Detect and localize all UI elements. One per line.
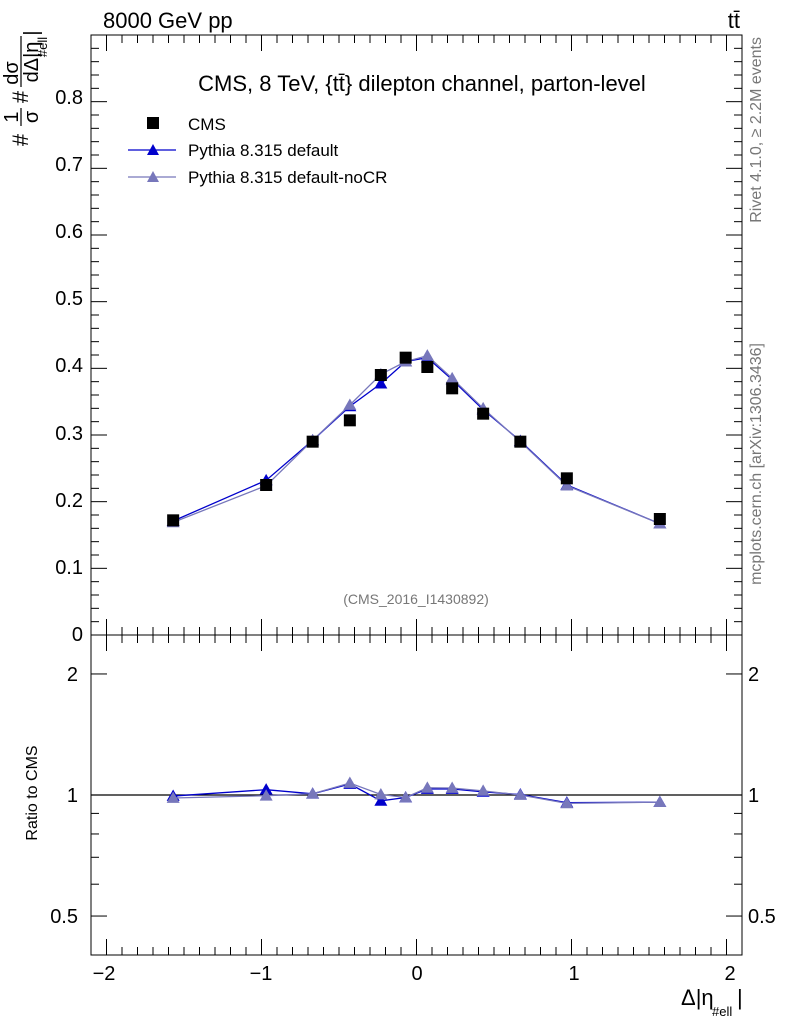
ratio-y-label-left-0.5: 0.5	[50, 906, 78, 928]
ratio-point-pythia-8-315-default-nocr	[513, 788, 527, 800]
y-label-frac1-den: σ	[21, 110, 43, 123]
ratio-x-ticks	[90, 635, 743, 955]
main-y-axis-label: # 1 σ # dσ dΔ|η #ell |	[1, 30, 50, 146]
chart-title: CMS, 8 TeV, {tt̄} dilepton channel, part…	[198, 71, 646, 96]
mcplots-label: mcplots.cern.ch [arXiv:1306.3436]	[748, 343, 765, 585]
main-point-cms	[560, 472, 573, 485]
ratio-point-pythia-8-315-default-nocr	[306, 787, 320, 799]
y-label-frac2-den: dΔ|η	[21, 42, 43, 83]
ratio-y-label-right-1: 1	[748, 785, 759, 807]
main-point-pythia-8-315-default-nocr	[343, 398, 357, 410]
ratio-point-pythia-8-315-default-nocr	[653, 795, 667, 808]
y-label-frac1-num: 1	[1, 111, 23, 122]
main-point-pythia-8-315-default-nocr	[560, 479, 574, 491]
y-label-bar: |	[21, 30, 43, 35]
ratio-point-pythia-8-315-default-nocr	[343, 776, 357, 788]
ratio-point-pythia-8-315-default-nocr	[374, 787, 388, 800]
y-tick-label-0.5: 0.5	[55, 288, 83, 310]
x-tick-label--2: −2	[93, 963, 116, 985]
main-point-cms	[343, 414, 356, 427]
y-tick-label-0.7: 0.7	[55, 154, 83, 176]
y-label-mid: #	[8, 90, 33, 103]
ratio-y-label-right-0.5: 0.5	[748, 906, 776, 928]
y-tick-label-0.3: 0.3	[55, 423, 83, 445]
y-tick-label-0.2: 0.2	[55, 490, 83, 512]
ratio-line-pythia-8-315-default-nocr	[173, 782, 660, 805]
main-x-ticks	[90, 35, 743, 635]
main-line-pythia-8-315-default-nocr	[172, 354, 661, 525]
y-label-frac2-num: dσ	[1, 61, 23, 85]
y-label-sub: #ell	[35, 37, 50, 57]
main-point-pythia-8-315-default	[374, 377, 388, 389]
legend-default-marker	[147, 144, 159, 155]
main-point-cms	[477, 407, 490, 420]
header-left: 8000 GeV pp	[103, 8, 233, 33]
main-point-cms	[399, 351, 412, 364]
legend-nocr-label: Pythia 8.315 default-noCR	[188, 168, 387, 187]
main-y-tick-labels: 0.1 0.2 0.3 0.4 0.5 0.6 0.7 0.8 0	[55, 87, 83, 646]
ratio-point-pythia-8-315-default-nocr	[445, 781, 459, 793]
ratio-point-pythia-8-315-default	[374, 794, 388, 806]
y-tick-label-0.1: 0.1	[55, 557, 83, 579]
y-tick-label-0.6: 0.6	[55, 221, 83, 243]
main-point-cms	[421, 361, 434, 373]
legend-cms-marker	[147, 117, 159, 129]
ratio-y-axis-label: Ratio to CMS	[24, 745, 41, 840]
main-series-group	[166, 349, 667, 529]
main-point-pythia-8-315-default-nocr	[445, 371, 459, 384]
legend-default-label: Pythia 8.315 default	[188, 141, 339, 160]
main-point-cms	[446, 382, 459, 395]
ratio-point-pythia-8-315-default-nocr	[166, 791, 180, 803]
main-y-ticks	[91, 34, 742, 636]
y-tick-label-0.4: 0.4	[55, 355, 83, 377]
x-axis-label: Δ|η #ell |	[681, 985, 743, 1019]
ratio-y-label-left-2: 2	[67, 664, 78, 686]
legend: CMS Pythia 8.315 default Pythia 8.315 de…	[128, 115, 387, 187]
y-tick-label-0: 0	[72, 624, 83, 646]
ratio-y-ticks	[91, 673, 742, 956]
main-point-cms	[167, 514, 180, 527]
ratio-point-pythia-8-315-default-nocr	[420, 781, 434, 793]
ratio-point-pythia-8-315-default-nocr	[259, 789, 273, 801]
main-point-pythia-8-315-default-nocr	[420, 349, 434, 361]
ratio-y-tick-labels: 0.5 1 2 0.5 1 2	[50, 664, 776, 928]
main-point-cms	[514, 435, 527, 448]
main-point-cms	[653, 513, 666, 525]
x-tick-label-2: 2	[724, 963, 735, 985]
rivet-version-label: Rivet 4.1.0, ≥ 2.2M events	[748, 37, 765, 223]
ratio-y-label-left-1: 1	[67, 785, 78, 807]
legend-cms-label: CMS	[188, 115, 226, 134]
x-tick-label-0: 0	[411, 963, 422, 985]
ratio-series-group	[166, 776, 667, 809]
header-right: tt̄	[728, 8, 740, 33]
ratio-point-pythia-8-315-default-nocr	[560, 796, 574, 809]
ratio-point-pythia-8-315-default-nocr	[399, 790, 413, 803]
analysis-watermark: (CMS_2016_I1430892)	[343, 591, 489, 607]
ratio-y-label-right-2: 2	[748, 664, 759, 686]
ratio-point-pythia-8-315-default-nocr	[476, 784, 490, 796]
main-line-pythia-8-315-default	[172, 356, 661, 525]
x-label-bar: |	[737, 985, 743, 1010]
x-tick-label-1: 1	[568, 963, 579, 985]
x-tick-labels: −2 −1 0 1 2	[93, 963, 736, 985]
x-tick-label--1: −1	[250, 963, 273, 985]
y-tick-label-0.8: 0.8	[55, 87, 83, 109]
x-label-sub: #ell	[712, 1004, 732, 1019]
y-label-prefix: #	[8, 133, 33, 146]
legend-nocr-marker	[147, 171, 159, 182]
ratio-point-pythia-8-315-default	[259, 783, 273, 795]
x-label-main: Δ|η	[681, 985, 714, 1010]
main-point-cms	[306, 435, 319, 448]
main-point-cms	[374, 369, 387, 381]
main-point-cms	[260, 479, 273, 491]
